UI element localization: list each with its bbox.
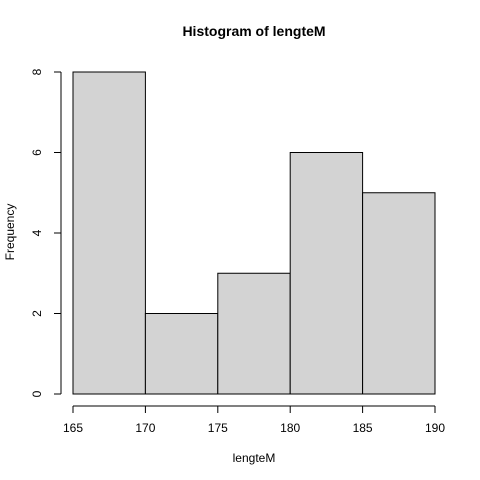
x-tick-label: 165 — [63, 421, 83, 435]
x-axis-label: lengteM — [233, 451, 276, 465]
histogram-bar-1 — [72, 71, 146, 395]
x-tick-label: 180 — [280, 421, 300, 435]
x-axis: 165 170 175 180 185 190 — [63, 405, 445, 435]
histogram-bar-2 — [144, 313, 219, 395]
histogram-bar-3 — [217, 272, 291, 395]
y-axis: 0 2 4 6 8 — [30, 68, 62, 397]
bars-group — [72, 71, 436, 395]
histogram-bar-4 — [289, 152, 364, 395]
x-tick-label: 170 — [135, 421, 155, 435]
x-tick-label: 185 — [353, 421, 373, 435]
y-tick-label: 6 — [30, 149, 44, 156]
x-tick-label: 190 — [425, 421, 445, 435]
histogram-bar-5 — [362, 192, 436, 395]
x-tick-label: 175 — [208, 421, 228, 435]
chart-title: Histogram of lengteM — [182, 23, 325, 39]
y-tick-label: 2 — [30, 310, 44, 317]
y-tick-label: 8 — [30, 68, 44, 75]
y-tick-label: 0 — [30, 390, 44, 397]
y-axis-label: Frequency — [3, 204, 17, 261]
y-tick-label: 4 — [30, 229, 44, 236]
